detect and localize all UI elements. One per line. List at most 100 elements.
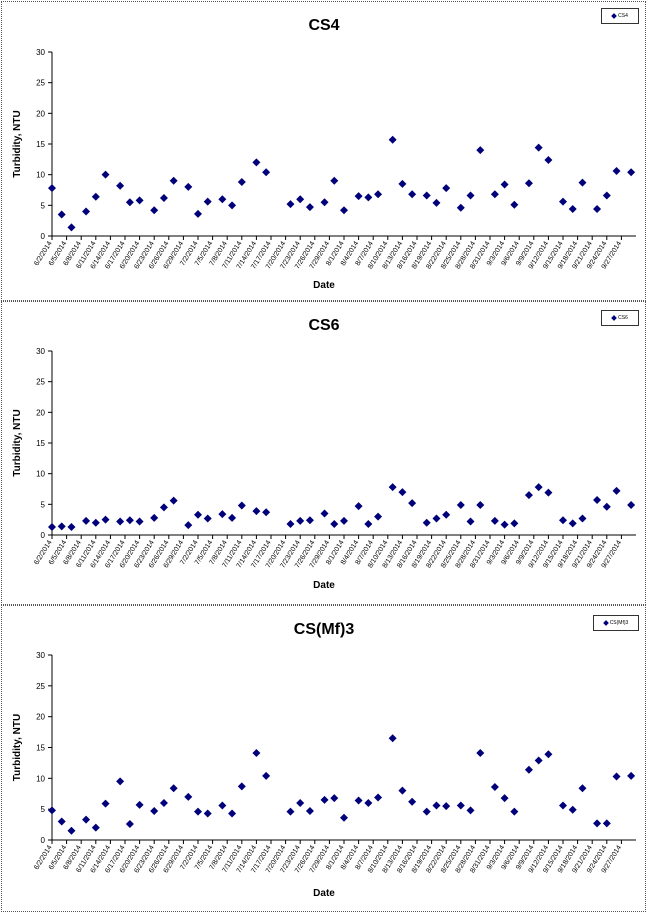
data-point — [398, 488, 407, 497]
data-point — [135, 800, 144, 809]
y-tick-label: 5 — [41, 500, 46, 509]
y-tick-label: 10 — [36, 774, 45, 783]
chart-legend: CS6 — [601, 310, 639, 326]
legend-label: CS(Mf)3 — [609, 620, 629, 626]
data-point — [340, 813, 348, 822]
legend-marker-icon — [602, 619, 609, 626]
data-point — [500, 180, 509, 189]
data-point — [374, 793, 383, 802]
data-point — [125, 198, 134, 207]
data-point — [150, 206, 159, 215]
data-point — [194, 807, 202, 816]
data-point — [330, 519, 339, 528]
data-point — [296, 799, 305, 807]
data-point — [500, 794, 509, 803]
data-point — [91, 823, 100, 832]
data-point — [422, 518, 431, 527]
data-point — [184, 792, 193, 801]
data-point — [476, 749, 485, 758]
data-point — [305, 203, 314, 212]
data-point — [184, 521, 193, 530]
data-point — [101, 515, 110, 524]
data-point — [602, 819, 611, 828]
data-point — [534, 756, 543, 765]
data-point — [286, 807, 295, 816]
data-point — [237, 782, 246, 791]
data-point — [627, 771, 636, 780]
data-point — [432, 514, 441, 523]
data-point — [57, 522, 66, 531]
data-point — [48, 806, 56, 815]
data-point — [228, 201, 237, 210]
x-axis-title: Date — [313, 580, 335, 591]
data-point — [91, 518, 100, 527]
data-point — [91, 192, 100, 201]
data-point — [218, 195, 227, 204]
data-point — [82, 516, 91, 525]
data-point — [67, 523, 76, 532]
data-point — [544, 155, 553, 164]
data-point — [354, 502, 363, 511]
y-tick-label: 20 — [36, 109, 45, 118]
data-point — [422, 191, 431, 200]
data-point — [320, 509, 329, 518]
data-point — [340, 206, 348, 215]
data-point — [57, 817, 66, 826]
data-point — [252, 158, 261, 167]
data-point — [612, 486, 621, 495]
data-point — [559, 801, 567, 810]
data-point — [568, 805, 577, 814]
legend-marker-icon — [611, 314, 617, 321]
data-point — [524, 765, 533, 774]
data-point — [135, 517, 144, 526]
y-tick-label: 15 — [36, 744, 45, 753]
data-point — [320, 198, 329, 207]
data-point — [559, 516, 567, 525]
data-point — [218, 510, 227, 519]
data-point — [286, 200, 295, 209]
data-point — [330, 176, 339, 185]
y-tick-label: 30 — [36, 651, 45, 660]
data-point — [305, 807, 314, 816]
data-point — [262, 168, 271, 177]
data-point — [456, 801, 465, 810]
data-point — [568, 205, 577, 214]
data-point — [364, 519, 373, 528]
data-point — [602, 502, 611, 511]
data-point — [203, 514, 212, 523]
data-point — [159, 193, 168, 202]
data-point — [388, 483, 397, 492]
data-point — [169, 176, 178, 185]
data-point — [340, 516, 348, 525]
data-point — [408, 797, 417, 806]
data-point — [627, 168, 636, 177]
data-point — [524, 491, 533, 500]
data-point — [524, 179, 533, 188]
data-point — [194, 209, 202, 218]
data-point — [510, 807, 519, 816]
y-tick-label: 0 — [41, 232, 46, 241]
chart-legend: CS4 — [601, 8, 639, 24]
data-point — [432, 198, 441, 207]
data-point — [578, 784, 587, 793]
data-point — [593, 205, 602, 214]
chart-title: CS6 — [308, 317, 339, 334]
data-point — [194, 510, 202, 519]
data-point — [442, 802, 451, 811]
data-point — [354, 796, 363, 805]
y-tick-label: 0 — [41, 531, 46, 540]
data-point — [466, 191, 475, 200]
chart-panel-csmf3: CS(Mf)3 0 5 10 15 20 25 30 6/2/2014 6/5/2014 6/8/2… — [1, 605, 646, 912]
data-point — [82, 207, 91, 216]
data-point — [578, 514, 587, 523]
y-tick-label: 20 — [36, 408, 45, 417]
data-point — [159, 799, 168, 807]
data-point — [320, 795, 329, 804]
chart-title: CS4 — [308, 17, 339, 34]
data-point — [57, 210, 66, 219]
data-point — [476, 146, 485, 155]
chart-cs6: CS60510152025306/2/20146/5/20146/8/20146… — [12, 317, 636, 591]
y-tick-label: 30 — [36, 347, 45, 356]
y-tick-label: 25 — [36, 378, 45, 387]
data-point — [203, 809, 212, 818]
